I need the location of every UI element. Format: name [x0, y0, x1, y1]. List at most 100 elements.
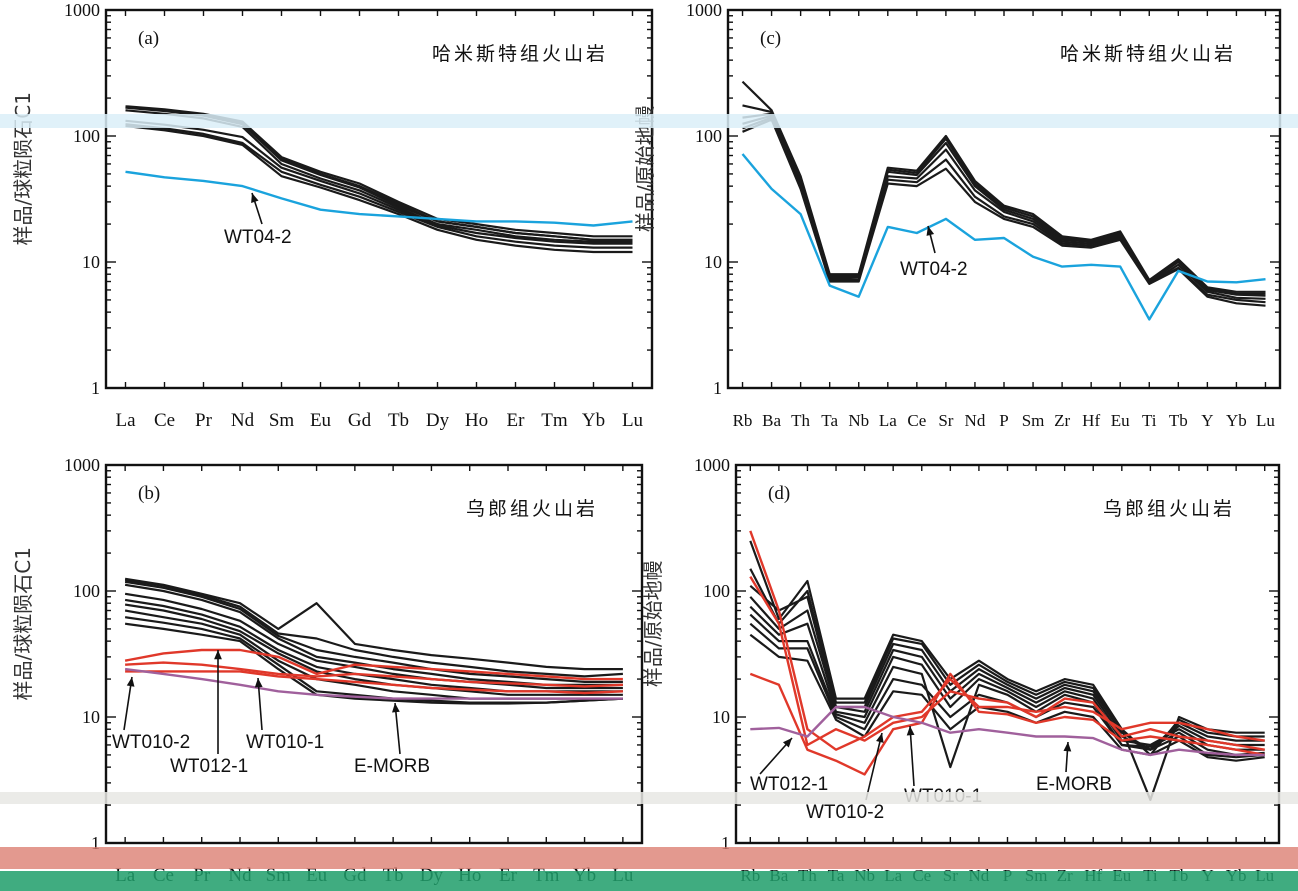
series-sample-3-line [124, 580, 623, 684]
y-tick-label: 100 [703, 581, 730, 601]
y-tick-label: 100 [73, 581, 100, 601]
y-tick-label: 1 [91, 833, 100, 853]
y-tick-label: 1000 [64, 455, 100, 475]
annotation-wt012-1: WT012-1 [170, 756, 248, 777]
x-tick-label-ce: Ce [907, 411, 926, 430]
x-tick-label-lu: Lu [1256, 411, 1275, 430]
arrow-head-icon [876, 733, 884, 743]
y-tick-label: 1 [91, 378, 100, 398]
y-tick-label: 10 [82, 252, 100, 272]
panel-label: (c) [760, 28, 781, 49]
panel-title: 哈米斯特组火山岩 [432, 43, 608, 65]
x-tick-label-sm: Sm [269, 410, 295, 431]
y-tick-label: 1000 [64, 0, 100, 20]
panel-label: (a) [138, 28, 159, 49]
series-group [749, 530, 1265, 802]
x-tick-label-er: Er [507, 410, 526, 431]
panel-a: 1 10 100 1000 La Ce Pr Nd Sm Eu Gd Tb Dy Ho Er Tm Yb Lu (a… [11, 0, 654, 431]
x-tick-label-eu: Eu [310, 410, 332, 431]
annotation-e-morb: E-MORB [354, 756, 430, 777]
series-e-morb-line [750, 705, 1265, 757]
annotation-wt010-1: WT010-1 [246, 732, 324, 753]
scan-artifact-band-green [0, 871, 1298, 891]
x-tick-label-ti: Ti [1142, 411, 1157, 430]
x-tick-label-nd: Nd [965, 411, 986, 430]
y-tick-label: 10 [712, 707, 730, 727]
series-group [741, 80, 1266, 321]
arrow-head-icon [214, 650, 222, 660]
x-tick-label-y: Y [1201, 411, 1213, 430]
x-tick-label-pr: Pr [195, 410, 213, 431]
x-tick-label-sm: Sm [1022, 411, 1045, 430]
series-wt012-1-line [749, 530, 1265, 751]
y-tick-label: 100 [695, 126, 722, 146]
arrow-head-icon [1063, 742, 1072, 752]
annotation-wt04-2: WT04-2 [224, 227, 292, 248]
x-tick-label-sr: Sr [938, 411, 953, 430]
annotation-e-morb: E-MORB [1036, 774, 1112, 795]
y-tick-label: 1000 [694, 455, 730, 475]
panel-title: 哈米斯特组火山岩 [1060, 43, 1236, 65]
x-tick-label-ce: Ce [154, 410, 175, 431]
series-group [125, 105, 633, 254]
x-tick-label-yb: Yb [1226, 411, 1247, 430]
series-wt010-1-line [125, 661, 623, 688]
x-tick-label-zr: Zr [1054, 411, 1070, 430]
x-tick-label-lu: Lu [622, 410, 644, 431]
series-sample-2-line [749, 568, 1265, 757]
x-tick-label-nb: Nb [848, 411, 869, 430]
scan-artifact-band-gray [0, 792, 1298, 804]
x-tick-label-gd: Gd [348, 410, 372, 431]
arrow-head-icon [126, 677, 135, 687]
y-tick-label: 1000 [686, 0, 722, 20]
x-tick-label-th: Th [791, 411, 810, 430]
panel-label: (b) [138, 483, 160, 504]
series-sample-7-line [125, 124, 633, 254]
arrow-head-icon [254, 678, 263, 688]
x-tick-label-la: La [115, 410, 136, 431]
series-sample-2-line [124, 579, 623, 678]
series-group [124, 577, 623, 705]
arrow-head-icon [906, 726, 915, 736]
arrow-head-icon [392, 703, 400, 713]
series-sample-10-line [124, 622, 623, 705]
arrow-head-icon [782, 738, 792, 748]
y-tick-label: 100 [73, 126, 100, 146]
plot-frame [104, 463, 644, 845]
scan-artifact-band-red [0, 847, 1298, 869]
series-sample-5-line [125, 119, 633, 245]
arrow-head-icon [251, 193, 259, 203]
annotation-arrow [909, 725, 915, 787]
y-axis-label: 样品/原始地幔 [641, 560, 665, 687]
series-wt010-1-line [749, 672, 1265, 776]
x-tick-label-nd: Nd [231, 410, 255, 431]
series-wt010-2-line [749, 575, 1265, 751]
panel-label: (d) [768, 483, 790, 504]
annotation-wt012-1: WT012-1 [750, 774, 828, 795]
x-tick-label-tm: Tm [541, 410, 568, 431]
plot-frame [726, 8, 1282, 390]
y-tick-label: 10 [704, 252, 722, 272]
panel-title: 乌郎组火山岩 [1103, 498, 1235, 520]
annotation-wt010-2: WT010-2 [112, 732, 190, 753]
scan-artifact-band-blue [0, 114, 1298, 128]
series-wt010-2-line [125, 670, 623, 695]
panel-c: 1 10 100 1000 Rb Ba Th Ta Nb La Ce Sr Nd P Sm Zr Hf Eu Ti T… [633, 0, 1282, 430]
panel-title: 乌郎组火山岩 [466, 498, 598, 520]
series-wt04-2-line [741, 153, 1266, 321]
series-wt012-1-line [124, 648, 623, 681]
annotation-wt010-2: WT010-2 [806, 802, 884, 823]
x-tick-label-yb: Yb [582, 410, 605, 431]
series-sample-6-line [742, 118, 1266, 307]
y-tick-label: 10 [82, 707, 100, 727]
series-sample-5-line [124, 592, 623, 690]
x-tick-label-ba: Ba [762, 411, 781, 430]
y-tick-label: 1 [713, 378, 722, 398]
x-tick-label-ta: Ta [821, 411, 838, 430]
arrow-head-icon [926, 226, 935, 236]
x-tick-label-p: P [999, 411, 1008, 430]
series-wt04-2-line [125, 170, 633, 227]
series-sample-6-line [125, 123, 633, 249]
x-tick-label-tb: Tb [1169, 411, 1188, 430]
